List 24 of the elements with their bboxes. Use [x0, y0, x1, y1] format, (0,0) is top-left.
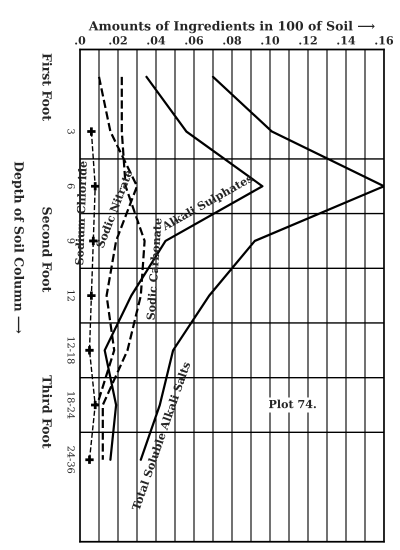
x-tick-label: .04 [147, 36, 166, 45]
x-tick-label: .0 [75, 36, 86, 45]
x-axis-title: Amounts of Ingredients in 100 of Soil ⟶ [88, 20, 375, 34]
x-tick-label: .08 [223, 36, 242, 45]
x-tick-label: .10 [261, 36, 280, 45]
text: Sodium Chloride [74, 161, 87, 265]
annotation: Plot 74. [269, 400, 316, 408]
x-tick-label: .06 [185, 36, 204, 45]
text: Second Foot [42, 207, 52, 292]
x-tick-label: .02 [109, 36, 127, 45]
x-tick-label: .14 [337, 36, 356, 45]
y-tick-label: 9 [67, 238, 75, 244]
text: First Foot [42, 54, 52, 121]
text: Sodic Carbonate [146, 218, 162, 320]
y-axis-title: Depth of Soil Column ⟶ [12, 162, 24, 334]
y-tick-label: 6 [67, 184, 75, 189]
y-tick-label: 12 [68, 290, 75, 301]
y-tick-label: 18-24 [67, 392, 75, 419]
x-tick-label: .12 [299, 36, 317, 45]
y-tick-label: 24-36 [67, 446, 75, 474]
y-tick-label: 12-18 [67, 337, 75, 364]
text: Third Foot [42, 375, 52, 449]
x-tick-label: .16 [375, 36, 394, 45]
y-tick-label: 3 [67, 129, 75, 134]
